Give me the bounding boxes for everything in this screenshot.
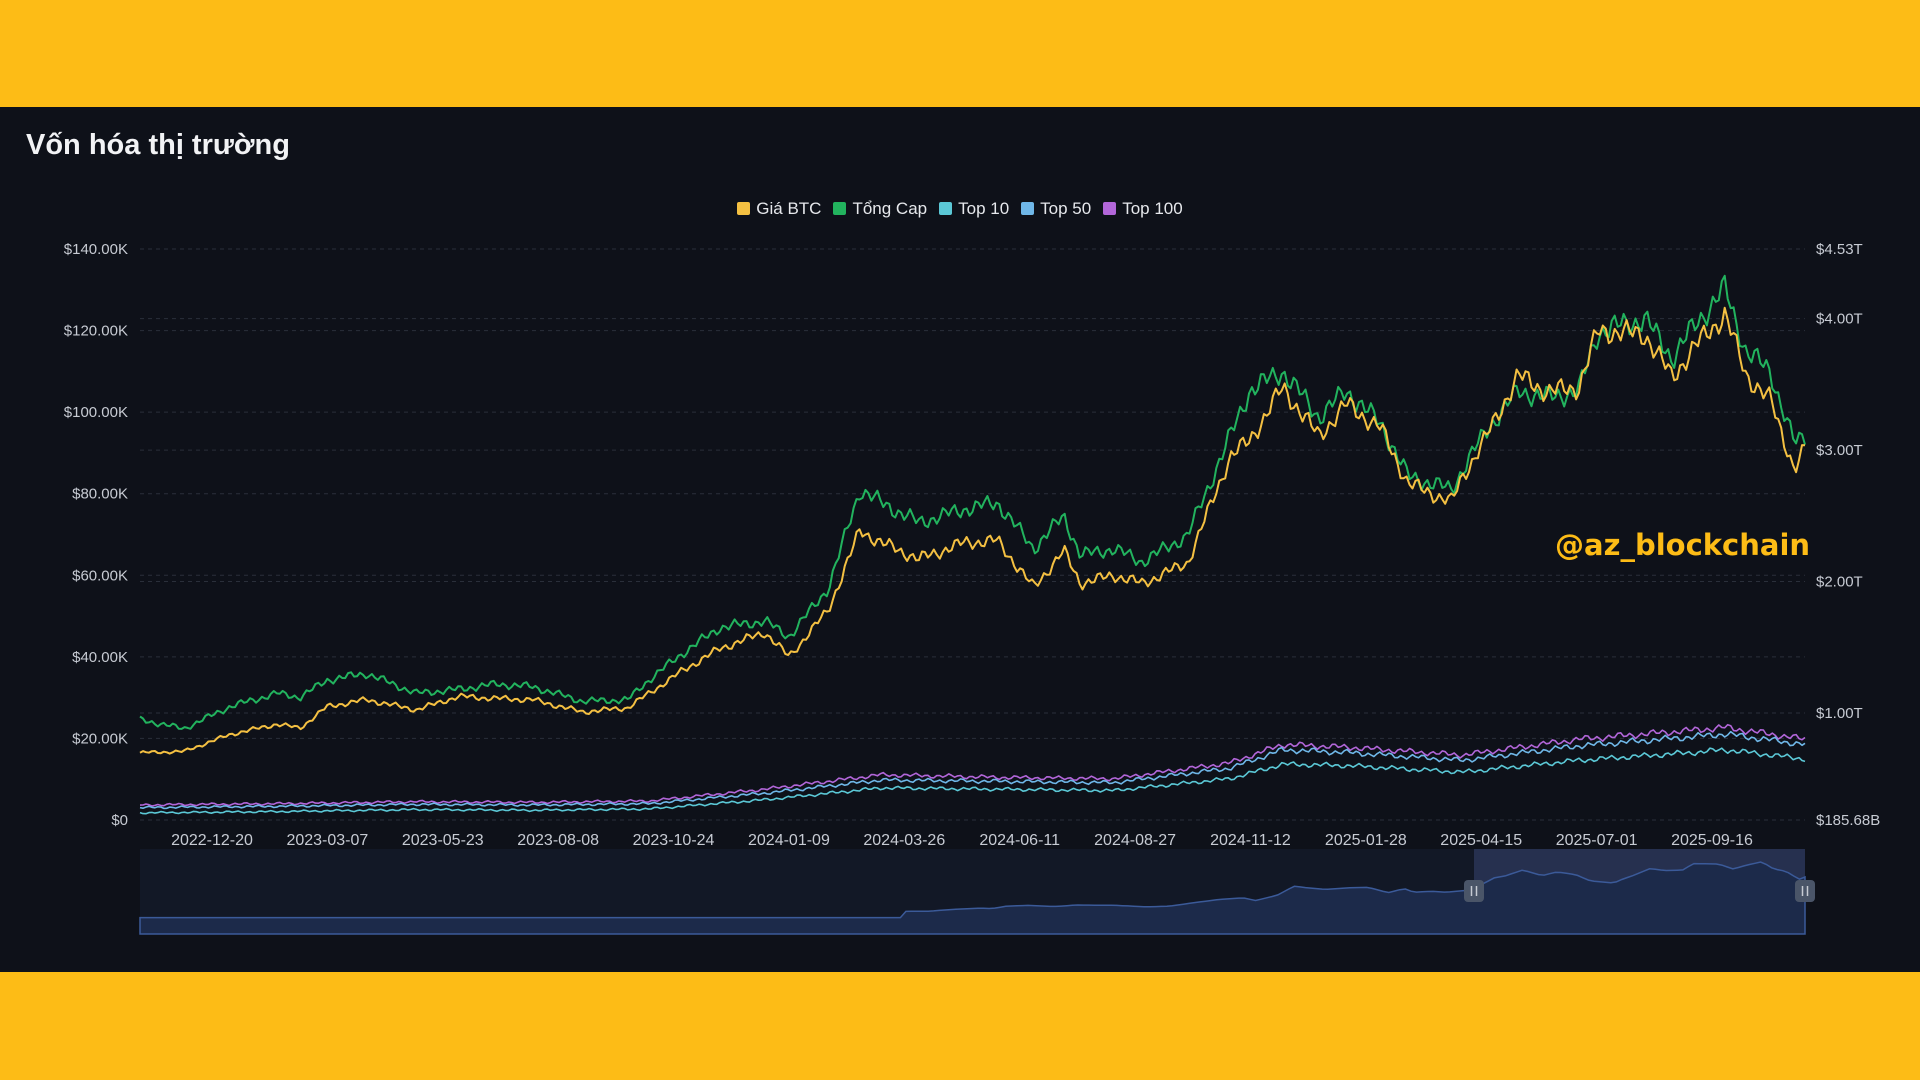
x-tick: 2024-06-11 xyxy=(979,832,1060,849)
x-tick: 2024-03-26 xyxy=(863,832,945,849)
navigator-handle[interactable] xyxy=(1464,880,1484,902)
x-tick: 2024-08-27 xyxy=(1094,832,1176,849)
y-right-tick: $2.00T xyxy=(1816,574,1863,591)
series-lines xyxy=(139,274,1806,815)
x-tick: 2023-05-23 xyxy=(402,832,484,849)
x-tick: 2023-08-08 xyxy=(517,832,599,849)
y-left-tick: $40.00K xyxy=(72,649,128,666)
y-left-tick: $20.00K xyxy=(72,730,128,747)
x-tick: 2025-09-16 xyxy=(1671,832,1753,849)
legend-label: Tổng Cap xyxy=(852,199,928,218)
x-tick: 2025-07-01 xyxy=(1556,832,1638,849)
y-left-tick: $100.00K xyxy=(64,404,128,421)
navigator-area xyxy=(139,861,1806,935)
legend-label: Top 10 xyxy=(958,199,1010,218)
y-left-tick: $0 xyxy=(111,812,128,829)
legend-item-4[interactable]: Top 100 xyxy=(1103,199,1183,219)
series-line-0 xyxy=(139,306,1806,755)
y-right-tick: $4.00T xyxy=(1816,311,1863,328)
grid xyxy=(140,248,1805,821)
legend-swatch xyxy=(939,202,953,215)
legend-swatch xyxy=(737,202,751,215)
axes: $0 $20.00K $40.00K $60.00K $80.00K $100.00K $1… xyxy=(64,241,1880,849)
watermark-handle: @az_blockchain xyxy=(1555,528,1811,562)
x-tick: 2024-11-12 xyxy=(1210,832,1291,849)
x-tick: 2023-03-07 xyxy=(286,832,368,849)
legend-swatch xyxy=(833,202,847,215)
y-right-tick: $1.00T xyxy=(1816,705,1863,722)
legend-swatch xyxy=(1021,202,1035,215)
legend-swatch xyxy=(1103,202,1117,215)
y-left-tick: $140.00K xyxy=(64,241,128,258)
y-left-tick: $120.00K xyxy=(64,323,128,340)
legend-item-1[interactable]: Tổng Cap xyxy=(833,199,927,219)
series-line-4 xyxy=(139,723,1806,807)
y-right-tick: $185.68B xyxy=(1816,812,1880,829)
navigator-handle[interactable] xyxy=(1795,880,1815,902)
x-tick: 2025-04-15 xyxy=(1440,832,1522,849)
x-tick: 2025-01-28 xyxy=(1325,832,1407,849)
legend-label: Giá BTC xyxy=(756,199,822,218)
x-tick: 2024-01-09 xyxy=(748,832,830,849)
series-line-1 xyxy=(139,274,1806,730)
y-right-tick: $3.00T xyxy=(1816,442,1863,459)
legend-label: Top 100 xyxy=(1122,199,1183,218)
x-tick: 2023-10-24 xyxy=(633,832,715,849)
legend: Giá BTC Tổng Cap Top 10 Top 50 Top 100 xyxy=(0,199,1920,219)
chart-svg: $0 $20.00K $40.00K $60.00K $80.00K $100.00K $1… xyxy=(64,241,1880,935)
y-left-tick: $60.00K xyxy=(72,567,128,584)
legend-item-0[interactable]: Giá BTC xyxy=(737,199,821,219)
legend-label: Top 50 xyxy=(1040,199,1092,218)
chart-title: Vốn hóa thị trường xyxy=(26,129,290,161)
legend-item-2[interactable]: Top 10 xyxy=(939,199,1009,219)
legend-item-3[interactable]: Top 50 xyxy=(1021,199,1091,219)
x-tick: 2022-12-20 xyxy=(171,832,253,849)
y-left-tick: $80.00K xyxy=(72,486,128,503)
range-navigator[interactable] xyxy=(139,849,1815,935)
y-right-tick: $4.53T xyxy=(1816,241,1863,258)
series-line-3 xyxy=(139,730,1806,810)
series-line-2 xyxy=(139,747,1806,815)
chart-panel: Vốn hóa thị trường Giá BTC Tổng Cap Top 10… xyxy=(0,107,1920,972)
